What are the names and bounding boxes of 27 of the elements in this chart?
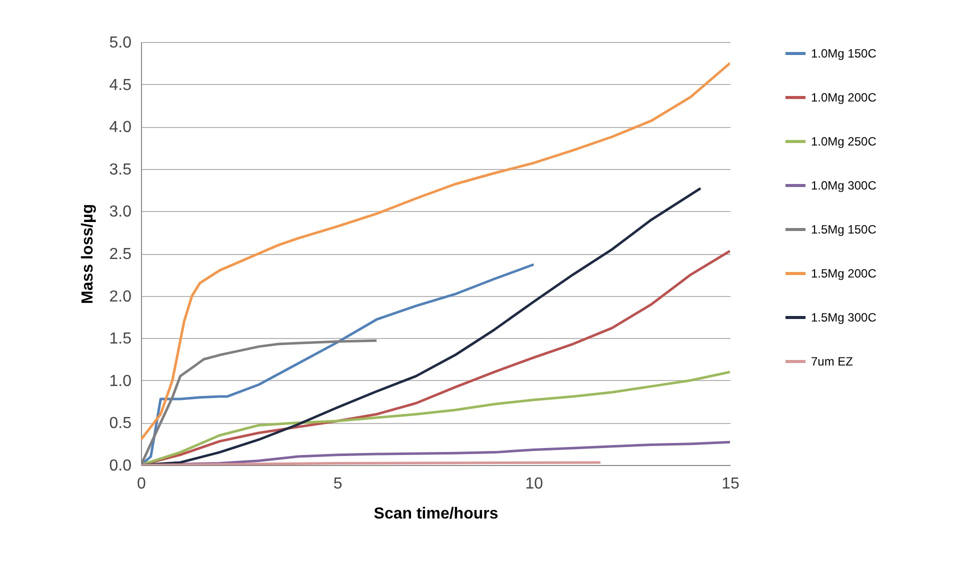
y-tick-label: 1.0 — [109, 372, 132, 390]
x-tick-label: 15 — [722, 476, 740, 492]
y-tick-label: 4.5 — [109, 76, 132, 94]
y-tick-label: 2.0 — [109, 288, 132, 306]
y-tick-label: 3.0 — [109, 204, 132, 221]
y-axis-title: Mass loss/µg — [79, 204, 96, 304]
y-tick-label: 1.5 — [109, 330, 132, 348]
y-tick-label: 5.0 — [109, 34, 132, 52]
legend-label: 7um EZ — [811, 354, 854, 368]
y-tick-label: 3.5 — [109, 161, 132, 178]
x-axis-title: Scan time/hours — [374, 506, 498, 522]
legend-label: 1.5Mg 200C — [811, 266, 877, 280]
x-tick-label: 0 — [137, 476, 146, 492]
x-tick-label: 10 — [525, 476, 544, 492]
line-series — [141, 263, 535, 465]
y-tick-label: 2.5 — [109, 246, 132, 263]
x-tick-label: 5 — [333, 476, 342, 492]
legend-label: 1.0Mg 200C — [811, 90, 877, 104]
legend-label: 1.0Mg 150C — [811, 46, 877, 60]
y-tick-label: 0.0 — [109, 458, 132, 474]
y-tick-label: 0.5 — [109, 415, 132, 432]
legend-label: 1.5Mg 150C — [811, 222, 877, 236]
legend-label: 1.0Mg 250C — [811, 134, 877, 148]
legend-label: 1.0Mg 300C — [811, 178, 877, 192]
legend-label: 1.5Mg 300C — [811, 310, 877, 324]
y-tick-label: 4.0 — [109, 119, 132, 136]
line-series — [141, 62, 730, 441]
